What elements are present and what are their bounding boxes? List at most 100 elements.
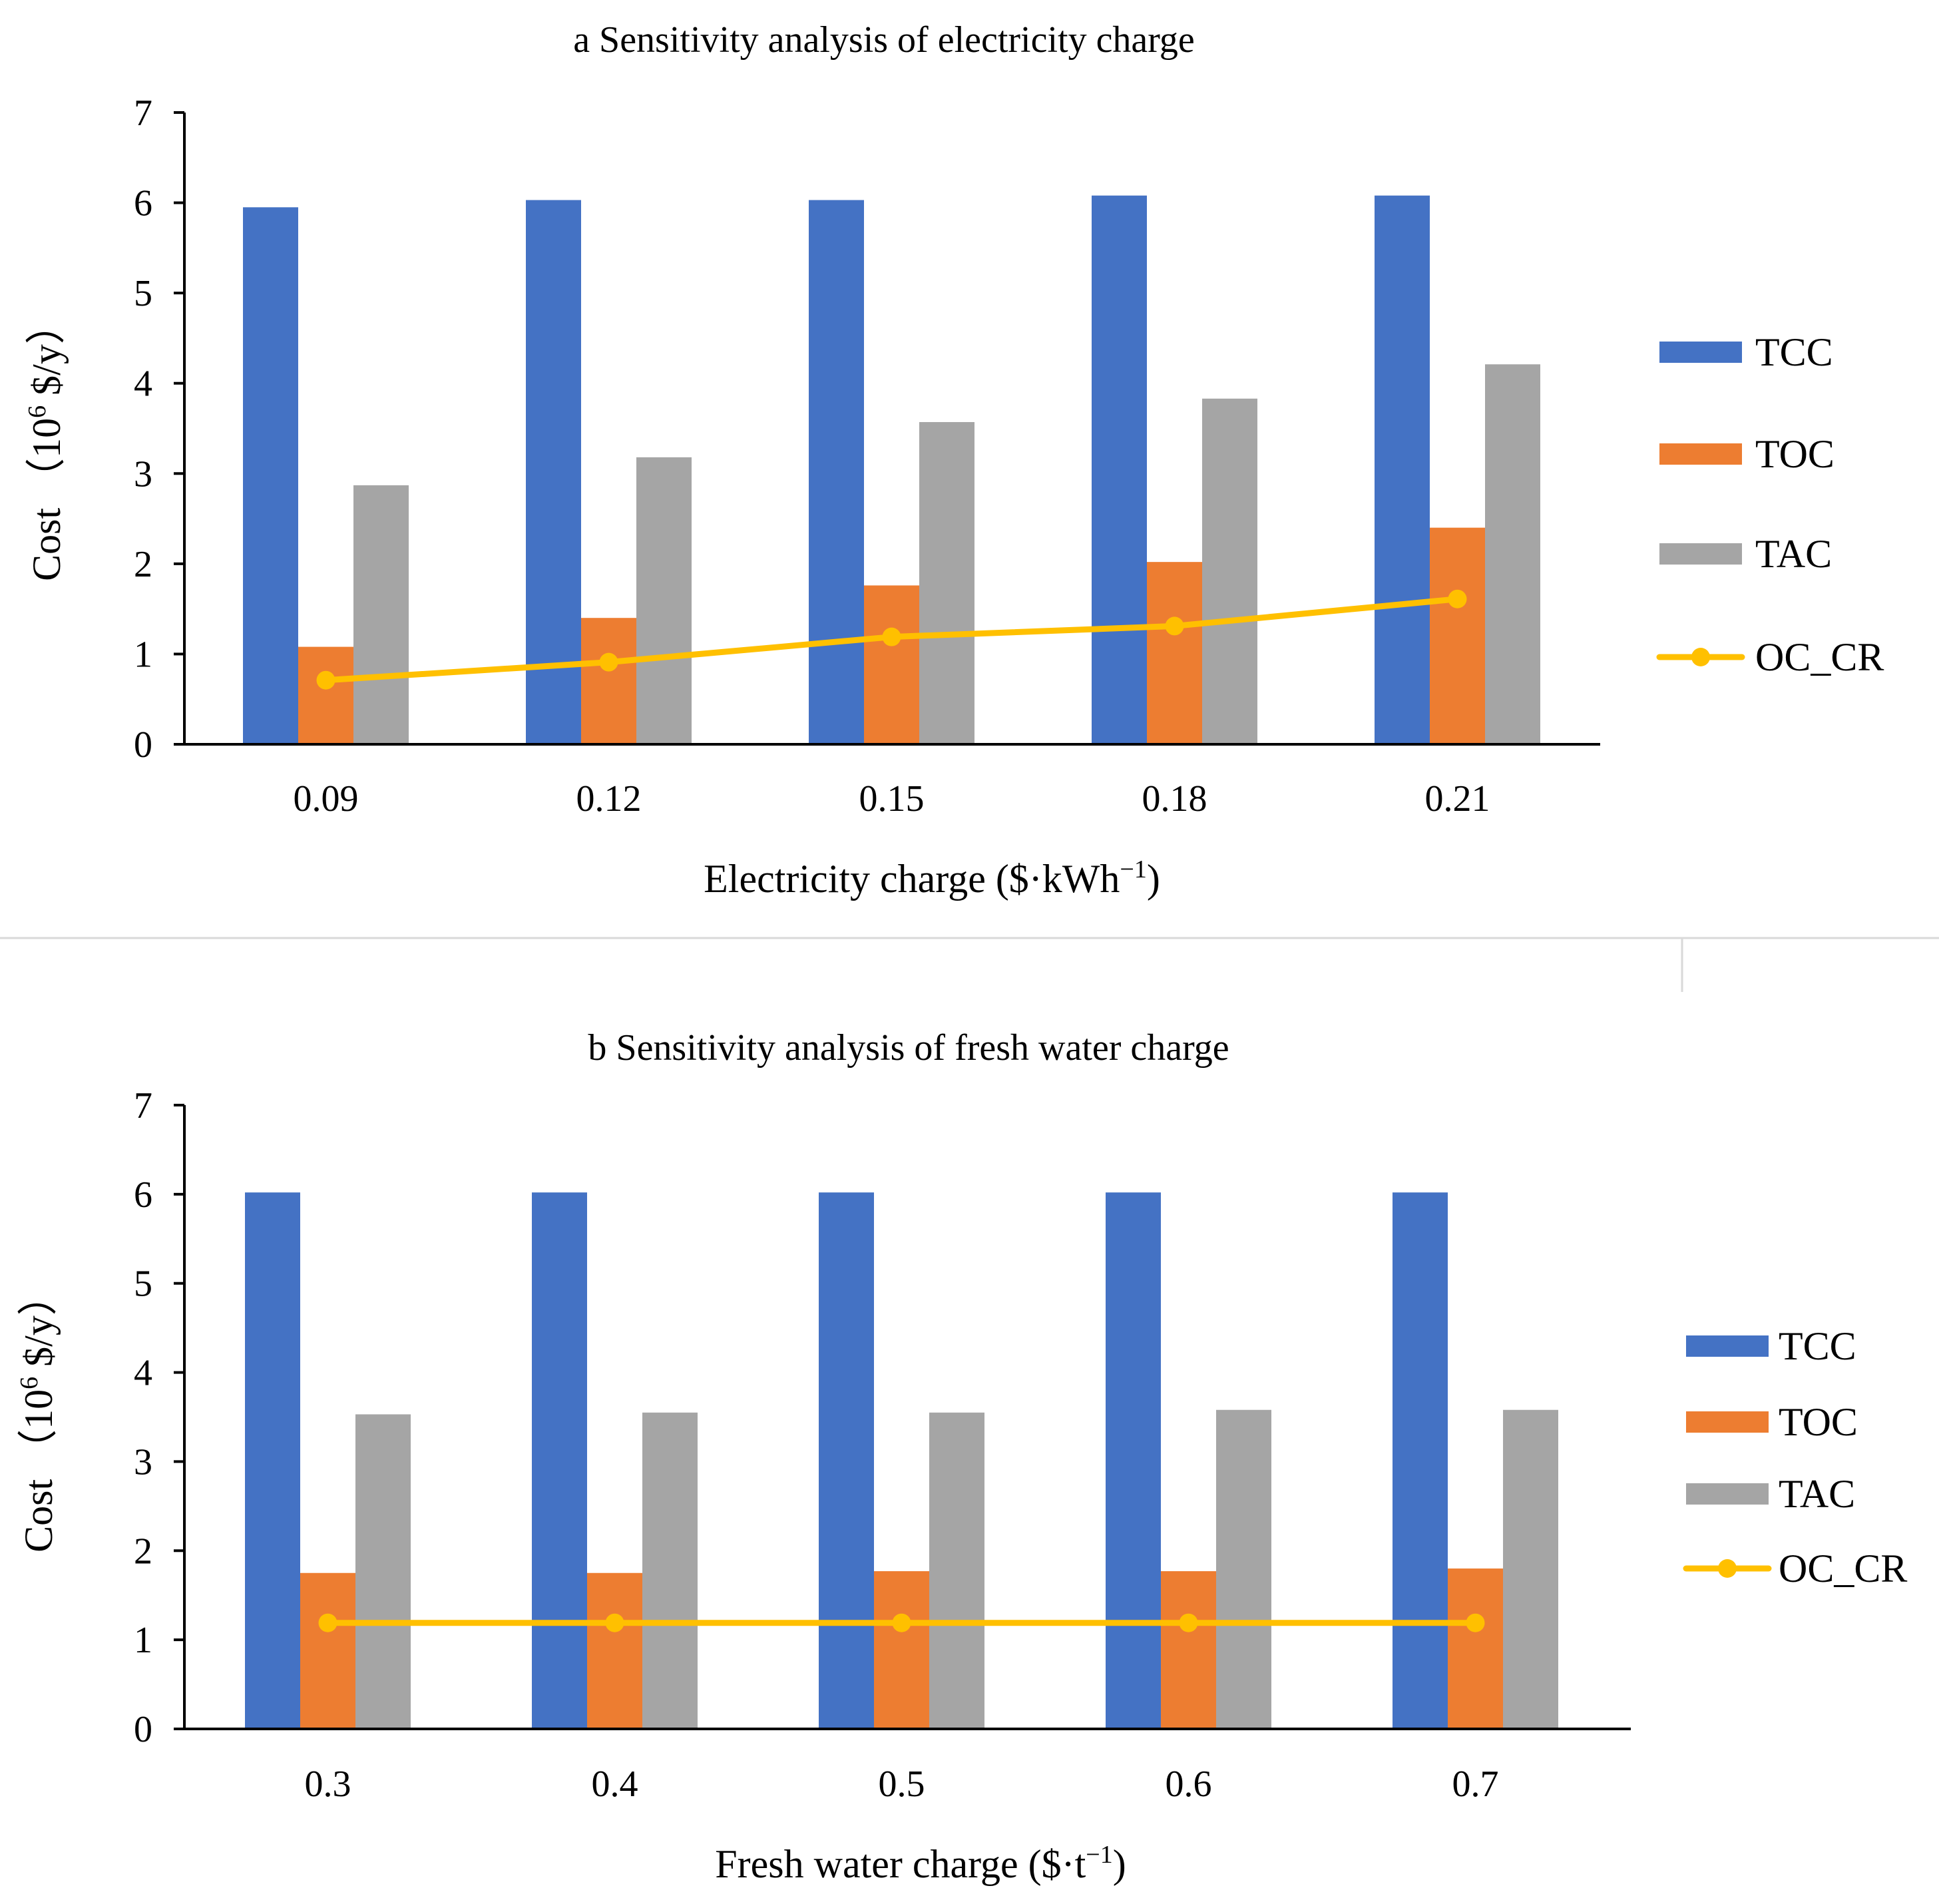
y-axis-title-main: Cost （10: [25, 418, 69, 581]
point-oc_cr-0.15: [882, 627, 901, 646]
legend-swatch-tcc: [1686, 1335, 1769, 1357]
legend-label-toc: TOC: [1755, 432, 1834, 476]
bar-tcc-0.15: [809, 200, 864, 744]
point-oc_cr-0.09: [316, 670, 335, 690]
point-oc_cr-0.4: [605, 1613, 624, 1632]
y-tick-label: 1: [134, 1620, 152, 1661]
x-tick-label: 0.6: [1166, 1764, 1212, 1805]
point-oc_cr-0.21: [1448, 589, 1467, 608]
y-axis-title: Cost （106 $/y）: [23, 304, 69, 581]
y-axis-title-superscript: 6: [15, 1377, 43, 1389]
bar-tcc-0.12: [526, 200, 581, 744]
y-tick-label: 5: [134, 1264, 152, 1305]
y-tick-label: 2: [134, 1531, 152, 1572]
chart-a-electricity-charge: a Sensitivity analysis of electricity ch…: [23, 19, 1884, 901]
x-tick-label: 0.5: [879, 1764, 925, 1805]
bar-toc-0.7: [1448, 1568, 1503, 1729]
y-axis-title-suffix: $/y）: [25, 304, 69, 405]
legend-swatch-tac: [1686, 1483, 1769, 1505]
y-tick-label: 2: [134, 544, 152, 585]
point-oc_cr-0.5: [892, 1613, 911, 1632]
point-oc_cr-0.18: [1165, 616, 1184, 636]
bar-tcc-0.3: [245, 1192, 300, 1729]
chart-title: a Sensitivity analysis of electricity ch…: [573, 19, 1195, 61]
legend-label-tcc: TCC: [1779, 1324, 1856, 1368]
legend-swatch-toc: [1686, 1411, 1769, 1433]
bar-tcc-0.6: [1106, 1192, 1161, 1729]
legend-swatch-tcc: [1659, 342, 1742, 363]
chart-title: b Sensitivity analysis of fresh water ch…: [588, 1027, 1229, 1069]
legend-label-tcc: TCC: [1755, 330, 1833, 374]
x-axis-title-superscript: −1: [1086, 1841, 1112, 1869]
y-tick-label: 0: [134, 724, 152, 766]
y-tick-label: 5: [134, 273, 152, 314]
y-axis-title: Cost （106 $/y）: [15, 1276, 61, 1552]
bar-tac-0.21: [1485, 364, 1540, 744]
y-tick-label: 7: [134, 93, 152, 134]
point-oc_cr-0.12: [599, 652, 618, 672]
x-axis-title-tail: ): [1113, 1842, 1126, 1886]
bar-toc-0.3: [300, 1572, 355, 1729]
bar-tac-0.7: [1503, 1409, 1558, 1729]
y-tick-label: 1: [134, 634, 152, 675]
chart-b-fresh-water-charge: b Sensitivity analysis of fresh water ch…: [15, 1027, 1907, 1886]
point-oc_cr-0.6: [1179, 1613, 1198, 1632]
y-tick-label: 0: [134, 1709, 152, 1750]
bar-toc-0.18: [1147, 562, 1202, 744]
legend-swatch-toc: [1659, 443, 1742, 465]
x-axis-title-tail: ): [1147, 857, 1160, 901]
bar-tac-0.5: [929, 1412, 984, 1729]
bar-toc-0.15: [864, 585, 919, 744]
bar-tac-0.6: [1216, 1409, 1271, 1729]
legend-label-tac: TAC: [1755, 532, 1832, 576]
legend-marker-oc_cr: [1691, 648, 1710, 666]
y-axis-title-superscript: 6: [23, 405, 51, 418]
legend-swatch-tac: [1659, 543, 1742, 565]
bar-toc-0.4: [587, 1572, 642, 1729]
bar-tac-0.12: [636, 457, 692, 744]
y-tick-label: 3: [134, 453, 152, 495]
x-tick-label: 0.3: [305, 1764, 351, 1805]
bar-toc-0.09: [298, 646, 353, 744]
bar-tac-0.4: [642, 1412, 698, 1729]
y-axis-title-main: Cost （10: [17, 1389, 61, 1552]
y-tick-label: 4: [134, 1353, 152, 1394]
x-axis-title: Fresh water charge ($·t−1): [715, 1841, 1126, 1886]
legend-label-oc_cr: OC_CR: [1755, 635, 1884, 679]
x-tick-label: 0.18: [1142, 778, 1207, 820]
bar-tcc-0.21: [1375, 195, 1430, 744]
bar-tcc-0.5: [819, 1192, 874, 1729]
bar-tac-0.18: [1202, 398, 1257, 744]
bar-toc-0.5: [874, 1571, 929, 1729]
x-tick-label: 0.12: [576, 778, 642, 820]
point-oc_cr-0.7: [1466, 1613, 1485, 1632]
bar-tac-0.09: [353, 485, 409, 744]
x-tick-label: 0.15: [859, 778, 925, 820]
bar-tcc-0.7: [1393, 1192, 1448, 1729]
y-tick-label: 6: [134, 183, 152, 224]
y-tick-label: 3: [134, 1441, 152, 1483]
bar-tcc-0.18: [1092, 195, 1147, 744]
legend-label-toc: TOC: [1779, 1400, 1858, 1444]
x-axis-title: Electricity charge ($·kWh−1): [704, 855, 1160, 901]
bar-tcc-0.4: [532, 1192, 587, 1729]
legend-label-oc_cr: OC_CR: [1779, 1547, 1907, 1590]
x-tick-label: 0.21: [1425, 778, 1490, 820]
bar-tac-0.15: [919, 422, 974, 744]
y-tick-label: 6: [134, 1174, 152, 1216]
y-tick-label: 4: [134, 363, 152, 405]
bar-tac-0.3: [355, 1414, 411, 1729]
y-axis-title-suffix: $/y）: [17, 1276, 61, 1377]
x-axis-title-superscript: −1: [1120, 855, 1146, 883]
x-axis-title-main: Fresh water charge ($·t: [715, 1842, 1086, 1886]
legend-label-tac: TAC: [1779, 1472, 1855, 1516]
bar-tcc-0.09: [243, 207, 298, 745]
x-tick-label: 0.4: [592, 1764, 638, 1805]
y-tick-label: 7: [134, 1085, 152, 1126]
point-oc_cr-0.3: [318, 1613, 337, 1632]
bar-toc-0.21: [1430, 527, 1485, 744]
x-axis-title-main: Electricity charge ($·kWh: [704, 857, 1120, 901]
bar-toc-0.6: [1161, 1571, 1216, 1729]
bar-toc-0.12: [581, 618, 636, 744]
